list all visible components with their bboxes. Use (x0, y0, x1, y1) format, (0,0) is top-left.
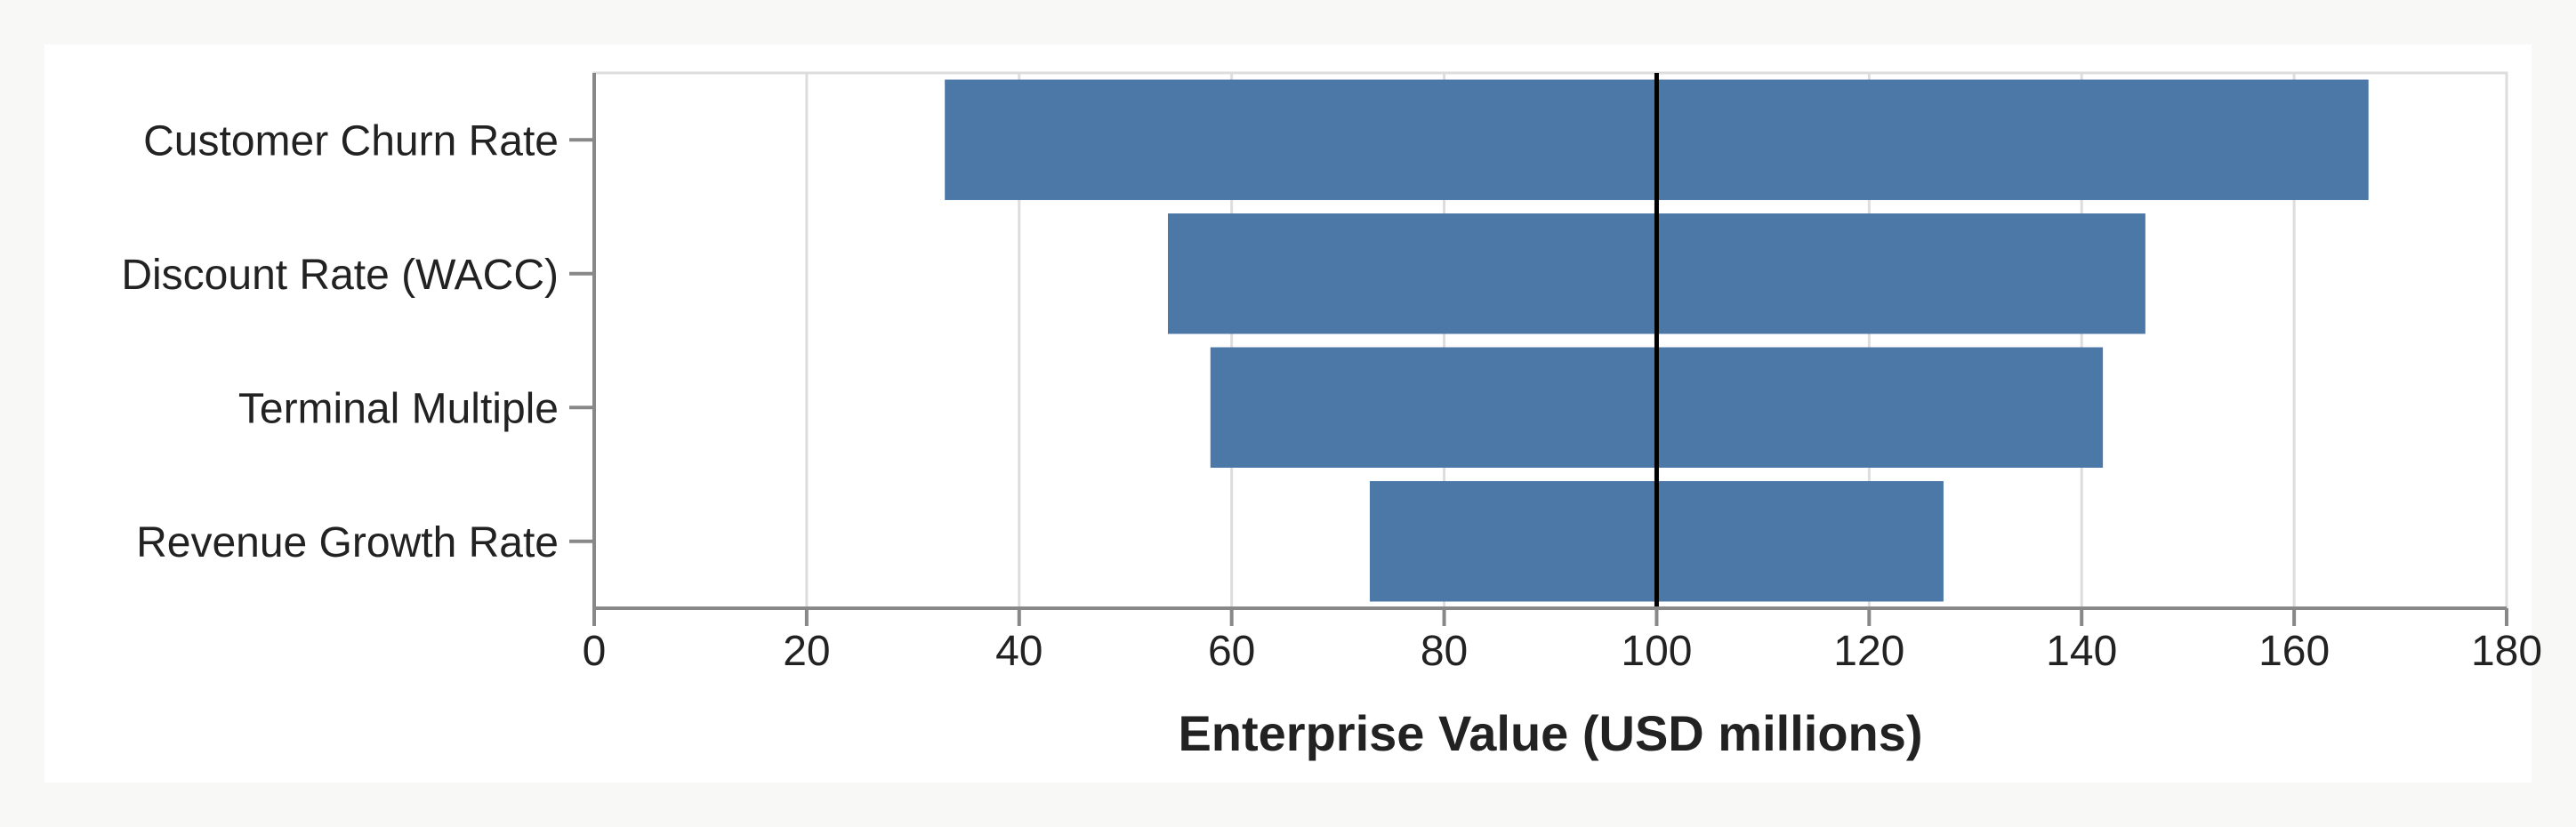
axes (569, 73, 2508, 626)
x-tick-label: 120 (1833, 628, 1904, 675)
y-category-label: Discount Rate (WACC) (121, 252, 559, 299)
x-tick-label: 60 (1208, 628, 1255, 675)
x-tick-label: 80 (1421, 628, 1468, 675)
x-tick-label: 20 (783, 628, 830, 675)
x-tick-label: 0 (583, 628, 607, 675)
x-tick-label: 100 (1621, 628, 1692, 675)
x-tick-label: 160 (2258, 628, 2330, 675)
bars (945, 73, 2369, 608)
x-axis-title: Enterprise Value (USD millions) (1178, 705, 1922, 761)
labels: 0 20 40 60 80 100 120 140 160 180 Customer Churn R… (121, 117, 2542, 675)
x-tick-label: 180 (2471, 628, 2542, 675)
y-category-label: Customer Churn Rate (143, 117, 559, 165)
x-tick-label: 140 (2046, 628, 2117, 675)
y-category-label: Terminal Multiple (238, 385, 559, 432)
x-tick-label: 40 (995, 628, 1042, 675)
y-category-label: Revenue Growth Rate (136, 519, 559, 566)
